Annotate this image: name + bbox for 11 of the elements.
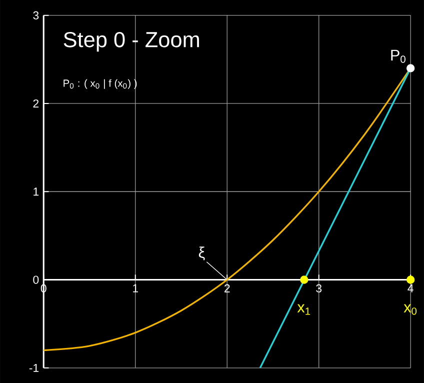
y-tick-label: -1	[29, 364, 39, 372]
annotation: x$_{0}$	[404, 304, 417, 315]
annotation: P$_{0}$	[391, 50, 406, 63]
x-tick-label: 2	[224, 284, 230, 292]
y-tick-label: 3	[33, 11, 39, 20]
annotation: x$_{1}$	[297, 304, 310, 315]
y-tick-label: 2	[33, 99, 39, 108]
x-tick-label: 4	[408, 284, 414, 292]
y-tick-label: 1	[34, 188, 39, 196]
annotation: ξ	[198, 246, 205, 260]
y-tick-label: 0	[33, 276, 39, 284]
